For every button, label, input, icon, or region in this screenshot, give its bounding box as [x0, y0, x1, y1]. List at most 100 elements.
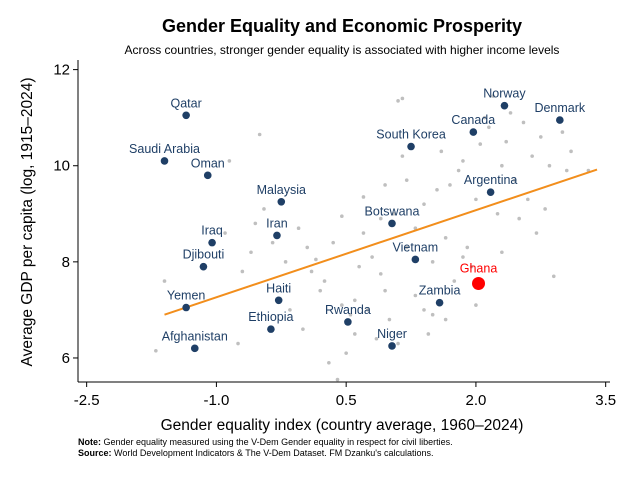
background-point — [439, 149, 444, 154]
background-point — [314, 257, 318, 262]
background-point — [538, 135, 543, 139]
background-point — [508, 111, 513, 115]
point-haiti — [274, 296, 283, 305]
background-point — [530, 154, 534, 158]
label-oman: Oman — [191, 156, 225, 170]
background-point — [249, 250, 253, 255]
point-iran — [273, 231, 281, 240]
point-oman — [203, 171, 212, 180]
background-point — [387, 317, 392, 322]
background-point — [461, 255, 465, 259]
background-point — [426, 332, 431, 336]
background-point — [223, 231, 227, 235]
background-point — [400, 154, 405, 158]
point-iraq — [208, 238, 216, 247]
label-yemen: Yemen — [167, 289, 206, 303]
label-afghanistan: Afghanistan — [162, 329, 228, 343]
label-haiti: Haiti — [266, 281, 291, 295]
background-point — [543, 207, 547, 211]
point-saudi-arabia — [160, 157, 169, 165]
background-point — [378, 272, 383, 276]
background-point — [430, 312, 435, 317]
x-tick-label: 2.0 — [465, 392, 486, 409]
label-zambia: Zambia — [419, 284, 461, 298]
background-point — [413, 226, 418, 231]
label-qatar: Qatar — [170, 96, 201, 110]
background-point — [288, 308, 292, 312]
background-point — [340, 214, 344, 218]
chart-title: Gender Equality and Economic Prosperity — [162, 16, 522, 36]
label-iraq: Iraq — [201, 224, 223, 238]
background-point — [443, 317, 448, 322]
point-ethiopia — [267, 325, 275, 333]
y-axis-ticks: 6 8 10 12 — [53, 62, 78, 367]
background-point — [400, 96, 405, 101]
background-point — [396, 341, 400, 346]
background-point — [331, 240, 335, 245]
background-point — [378, 216, 383, 221]
label-saudi-arabia: Saudi Arabia — [129, 142, 200, 156]
x-tick-label: 3.5 — [595, 392, 616, 409]
label-ethiopia: Ethiopia — [248, 310, 293, 324]
label-denmark: Denmark — [534, 101, 585, 115]
background-point — [370, 255, 374, 259]
background-point — [495, 211, 500, 216]
background-point — [504, 139, 508, 144]
background-point — [396, 99, 400, 103]
background-point — [296, 226, 301, 231]
background-point — [301, 327, 305, 331]
label-argentina: Argentina — [464, 173, 518, 187]
point-niger — [388, 342, 396, 350]
background-point — [521, 120, 526, 125]
background-point — [353, 332, 357, 336]
background-point — [513, 178, 517, 182]
label-canada: Canada — [451, 113, 495, 127]
y-axis-title: Average GDP per capita (log, 1915–2024) — [19, 78, 36, 367]
background-point — [564, 168, 569, 173]
highlight-point-group: Ghana — [460, 261, 497, 290]
chart-subtitle: Across countries, stronger gender equali… — [125, 43, 560, 57]
background-point — [262, 207, 266, 211]
point-south-korea — [407, 142, 415, 151]
background-point — [482, 115, 487, 120]
point-afghanistan — [190, 344, 199, 353]
background-point — [318, 288, 323, 293]
background-point — [348, 312, 353, 317]
label-malaysia: Malaysia — [257, 183, 306, 197]
background-point — [500, 250, 504, 255]
background-point — [162, 279, 167, 283]
background-point — [383, 183, 387, 187]
background-point — [353, 298, 357, 303]
background-point — [154, 348, 158, 353]
point-rwanda — [344, 318, 352, 326]
background-point — [430, 260, 435, 264]
background-point — [547, 163, 552, 168]
label-botswana: Botswana — [365, 204, 420, 218]
point-denmark — [556, 116, 564, 124]
point-malaysia — [277, 197, 286, 206]
x-tick-label: -1.0 — [203, 392, 229, 409]
point-yemen — [182, 303, 190, 312]
background-point — [240, 269, 245, 274]
background-point — [361, 195, 366, 199]
fit-line-group — [164, 168, 598, 316]
point-argentina — [486, 188, 495, 196]
x-axis-title: Gender equality index (country average, … — [161, 417, 524, 434]
background-point — [474, 303, 478, 307]
background-point — [344, 351, 348, 355]
background-point — [404, 178, 409, 182]
background-point — [474, 197, 478, 202]
background-point — [283, 260, 288, 264]
background-point — [456, 168, 461, 173]
background-point — [270, 240, 275, 245]
background-point — [469, 264, 474, 269]
point-norway — [500, 101, 509, 110]
background-point — [448, 183, 452, 187]
y-tick-label: 6 — [62, 350, 70, 367]
y-tick-label: 8 — [62, 254, 70, 271]
background-point — [257, 132, 262, 137]
background-point — [560, 130, 565, 134]
note-text: Note: Gender equality measured using the… — [78, 437, 453, 447]
